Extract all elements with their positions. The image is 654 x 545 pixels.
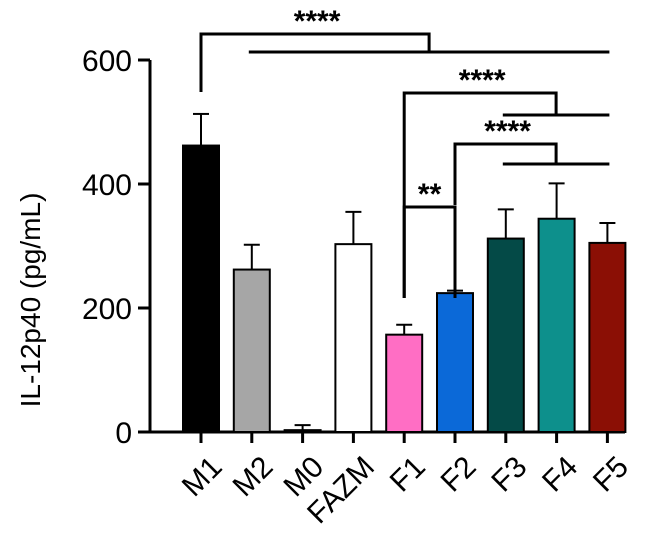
y-tick-label: 0 [115,417,132,450]
significance-label: ** [418,178,442,211]
significance-brackets: ************** [199,5,610,298]
bars [182,112,627,434]
significance-bracket: ** [402,178,457,298]
x-tick-label: M1 [176,450,229,503]
x-tick-label: F2 [435,450,483,498]
y-tick-label: 400 [82,169,132,202]
bar [486,237,525,433]
bracket-line [453,142,558,205]
significance-bracket: **** [453,115,610,205]
x-tick-label: F4 [536,450,584,498]
bar [232,268,271,433]
bar [588,241,627,433]
bracket-line [199,32,431,92]
y-tick-label: 200 [82,293,132,326]
x-tick-label: F5 [587,450,635,498]
bar [182,144,220,433]
x-tick-label: F3 [485,450,533,498]
significance-bracket: **** [199,5,610,92]
significance-label: **** [459,64,506,97]
bracket-line [402,205,457,298]
bracket-line [402,91,558,298]
x-tick-label: M2 [227,450,280,503]
bar [537,217,576,433]
significance-bracket: **** [402,64,610,298]
significance-label: **** [484,115,531,148]
x-tick-label: F1 [384,450,432,498]
significance-label: **** [294,5,341,38]
bar [436,292,474,433]
bar [283,429,322,434]
y-tick-label: 600 [82,45,132,78]
y-axis-label: IL-12p40 (pg/mL) [15,193,46,408]
bar [385,333,424,433]
bar [334,243,373,433]
